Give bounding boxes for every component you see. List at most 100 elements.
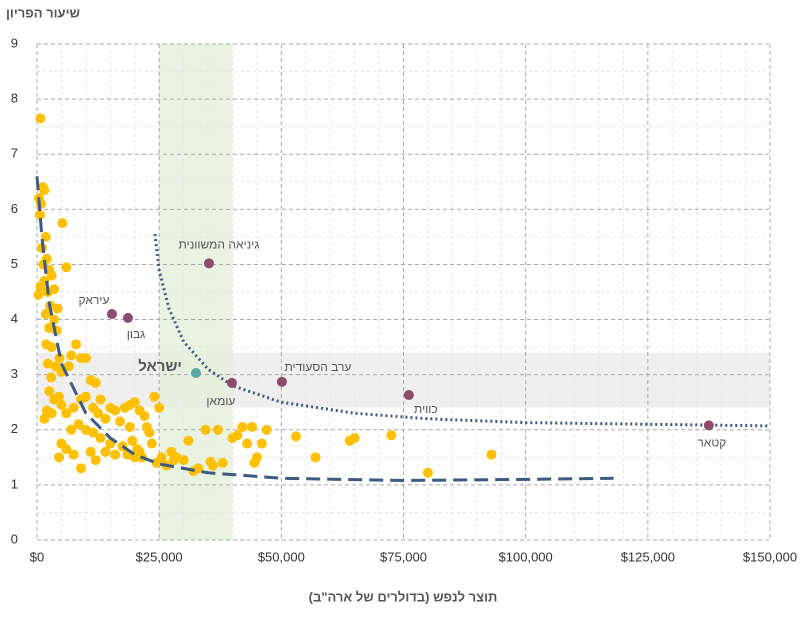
data-point <box>93 408 104 419</box>
data-point <box>90 455 101 466</box>
data-point <box>149 391 160 402</box>
point-label: עיראק <box>79 293 110 307</box>
point-label: קטאר <box>697 436 726 450</box>
x-tick-label: $125,000 <box>621 549 675 564</box>
data-point <box>261 424 272 435</box>
data-point <box>46 342 57 353</box>
data-point <box>95 433 106 444</box>
data-point <box>80 391 91 402</box>
y-tick-label: 4 <box>11 311 18 326</box>
data-point <box>310 452 321 463</box>
data-point <box>80 353 91 364</box>
data-point <box>34 209 45 220</box>
data-point <box>54 353 65 364</box>
data-point <box>183 435 194 446</box>
data-point <box>156 452 167 463</box>
data-point <box>57 218 68 229</box>
data-point <box>95 394 106 405</box>
point-label: ישראל <box>138 358 182 375</box>
data-point <box>212 424 223 435</box>
data-point <box>49 284 60 295</box>
x-tick-label: $25,000 <box>136 549 183 564</box>
data-point <box>68 449 79 460</box>
data-point <box>39 185 50 196</box>
point-label: גבון <box>127 327 146 341</box>
data-point <box>178 455 189 466</box>
trendline <box>35 176 614 482</box>
data-point <box>251 452 262 463</box>
labeled-point <box>226 377 237 388</box>
data-point <box>35 113 46 124</box>
data-point <box>44 386 55 397</box>
data-point <box>217 457 228 468</box>
data-point <box>100 446 111 457</box>
y-axis-title: שיעור הפריון <box>6 5 80 20</box>
data-point <box>422 467 433 478</box>
y-tick-label: 9 <box>11 35 18 50</box>
data-point <box>127 435 138 446</box>
data-point <box>85 446 96 457</box>
data-point <box>129 397 140 408</box>
point-label: עומאן <box>206 394 235 408</box>
point-label: ערב הסעודית <box>284 360 351 374</box>
trendline <box>153 233 771 428</box>
y-tick-label: 1 <box>11 476 18 491</box>
data-point <box>154 402 165 413</box>
data-point <box>75 463 86 474</box>
data-point <box>73 419 84 430</box>
data-point <box>46 372 57 383</box>
data-point <box>205 456 216 467</box>
data-point <box>110 405 121 416</box>
data-point <box>71 339 82 350</box>
x-tick-label: $150,000 <box>743 549 797 564</box>
data-point <box>237 422 248 433</box>
x-tick-label: $50,000 <box>258 549 305 564</box>
data-point <box>46 408 57 419</box>
data-point <box>232 430 243 441</box>
data-point <box>486 449 497 460</box>
data-point <box>115 416 126 427</box>
data-point <box>40 309 51 320</box>
labeled-point <box>703 420 714 431</box>
data-point <box>61 444 72 455</box>
data-point <box>247 422 258 433</box>
y-tick-label: 8 <box>11 91 18 106</box>
y-tick-label: 3 <box>11 366 18 381</box>
data-point <box>200 424 211 435</box>
data-point <box>46 270 57 281</box>
data-point <box>61 408 72 419</box>
data-point <box>53 452 64 463</box>
data-point <box>42 358 53 369</box>
data-point <box>56 399 67 410</box>
x-axis-title: תוצר לנפש (בדולרים של ארה"ב) <box>309 589 498 604</box>
data-point <box>39 413 50 424</box>
data-point <box>49 314 60 325</box>
data-point <box>134 446 145 457</box>
labeled-point <box>203 258 214 269</box>
y-tick-label: 5 <box>11 256 18 271</box>
data-point <box>53 391 64 402</box>
point-label: כווית <box>414 402 438 416</box>
data-point <box>66 424 77 435</box>
data-point <box>88 427 99 438</box>
data-point <box>33 289 44 300</box>
data-point <box>290 431 301 442</box>
data-point <box>144 427 155 438</box>
labeled-point <box>276 376 287 387</box>
data-point <box>61 262 72 273</box>
y-tick-label: 6 <box>11 201 18 216</box>
y-tick-label: 0 <box>11 531 18 546</box>
data-point <box>66 350 77 361</box>
data-point <box>110 449 121 460</box>
data-point <box>100 413 111 424</box>
data-point <box>193 463 204 474</box>
labeled-point <box>403 390 414 401</box>
data-point <box>124 422 135 433</box>
data-point <box>256 438 267 449</box>
data-point <box>349 433 360 444</box>
labeled-point <box>106 309 117 320</box>
data-point <box>386 430 397 441</box>
y-tick-label: 7 <box>11 146 18 161</box>
data-point <box>52 303 63 314</box>
